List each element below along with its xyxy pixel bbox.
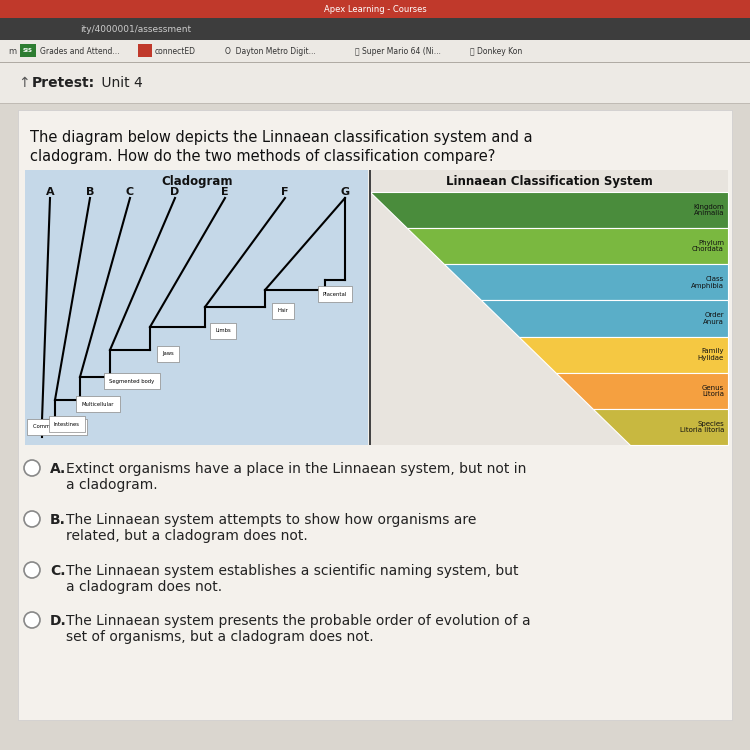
Text: The Linnaean system establishes a scientific naming system, but: The Linnaean system establishes a scient… <box>66 564 518 578</box>
Polygon shape <box>482 301 728 337</box>
Text: cladogram. How do the two methods of classification compare?: cladogram. How do the two methods of cla… <box>30 149 495 164</box>
Bar <box>370 170 728 445</box>
Bar <box>0 0 750 18</box>
Text: Limbs: Limbs <box>215 328 231 334</box>
Text: Common Ancestor: Common Ancestor <box>33 424 81 430</box>
Text: Hair: Hair <box>278 308 289 314</box>
Circle shape <box>24 612 40 628</box>
Bar <box>0 103 750 104</box>
Bar <box>0 18 750 40</box>
Text: Species
Litoria litoria: Species Litoria litoria <box>680 421 724 434</box>
Text: The diagram below depicts the Linnaean classification system and a: The diagram below depicts the Linnaean c… <box>30 130 532 145</box>
Text: C.: C. <box>50 564 65 578</box>
Text: Segmented body: Segmented body <box>110 379 154 383</box>
Text: Pretest:: Pretest: <box>32 76 95 90</box>
Text: A.: A. <box>50 462 66 476</box>
Bar <box>138 44 152 57</box>
Bar <box>20 44 36 57</box>
Text: ⛹ Super Mario 64 (Ni...: ⛹ Super Mario 64 (Ni... <box>355 46 441 56</box>
Text: Class
Amphibia: Class Amphibia <box>691 276 724 289</box>
Text: Cladogram: Cladogram <box>161 176 232 188</box>
Text: Grades and Attend...: Grades and Attend... <box>40 46 119 56</box>
Text: The Linnaean system attempts to show how organisms are: The Linnaean system attempts to show how… <box>66 513 476 527</box>
Circle shape <box>24 511 40 527</box>
Text: E: E <box>221 187 229 197</box>
Text: G: G <box>340 187 350 197</box>
Text: set of organisms, but a cladogram does not.: set of organisms, but a cladogram does n… <box>66 630 374 644</box>
Bar <box>18 110 732 720</box>
Text: connectED: connectED <box>155 46 196 56</box>
Text: ity/4000001/assessment: ity/4000001/assessment <box>80 25 191 34</box>
Bar <box>369 170 371 445</box>
Text: B.: B. <box>50 513 66 527</box>
Text: SIS: SIS <box>23 49 33 53</box>
Text: Intestines: Intestines <box>54 422 80 427</box>
Text: F: F <box>281 187 289 197</box>
Text: Apex Learning - Courses: Apex Learning - Courses <box>324 4 426 13</box>
Polygon shape <box>592 409 728 445</box>
Text: C: C <box>126 187 134 197</box>
Text: Genus
Litoria: Genus Litoria <box>702 385 724 397</box>
Text: Extinct organisms have a place in the Linnaean system, but not in: Extinct organisms have a place in the Li… <box>66 462 526 476</box>
Circle shape <box>24 460 40 476</box>
Text: Unit 4: Unit 4 <box>97 76 142 90</box>
Text: A: A <box>46 187 54 197</box>
Text: Order
Anura: Order Anura <box>704 312 724 325</box>
Text: ↑: ↑ <box>18 76 30 90</box>
Text: a cladogram does not.: a cladogram does not. <box>66 580 222 594</box>
Polygon shape <box>444 264 728 301</box>
Polygon shape <box>518 337 728 373</box>
Text: O  Dayton Metro Digit...: O Dayton Metro Digit... <box>225 46 316 56</box>
Text: m: m <box>8 46 16 56</box>
Text: The Linnaean system presents the probable order of evolution of a: The Linnaean system presents the probabl… <box>66 614 531 628</box>
Text: ⛹ Donkey Kon: ⛹ Donkey Kon <box>470 46 522 56</box>
Bar <box>25 170 368 445</box>
Text: Linnaean Classification System: Linnaean Classification System <box>446 176 652 188</box>
Text: Placental: Placental <box>322 292 347 296</box>
Text: Phylum
Chordata: Phylum Chordata <box>692 240 724 253</box>
Text: Jaws: Jaws <box>162 352 174 356</box>
Polygon shape <box>407 228 728 264</box>
Bar <box>0 40 750 62</box>
Text: D.: D. <box>50 614 67 628</box>
Text: a cladogram.: a cladogram. <box>66 478 158 492</box>
Text: Multicellular: Multicellular <box>82 401 114 406</box>
Text: Family
Hylidae: Family Hylidae <box>698 349 724 361</box>
Polygon shape <box>370 192 728 228</box>
Bar <box>0 63 750 103</box>
Circle shape <box>24 562 40 578</box>
Bar <box>0 62 750 63</box>
Text: related, but a cladogram does not.: related, but a cladogram does not. <box>66 529 308 543</box>
Polygon shape <box>556 373 728 409</box>
Text: Kingdom
Animalia: Kingdom Animalia <box>693 204 724 216</box>
Text: B: B <box>86 187 94 197</box>
Text: D: D <box>170 187 180 197</box>
